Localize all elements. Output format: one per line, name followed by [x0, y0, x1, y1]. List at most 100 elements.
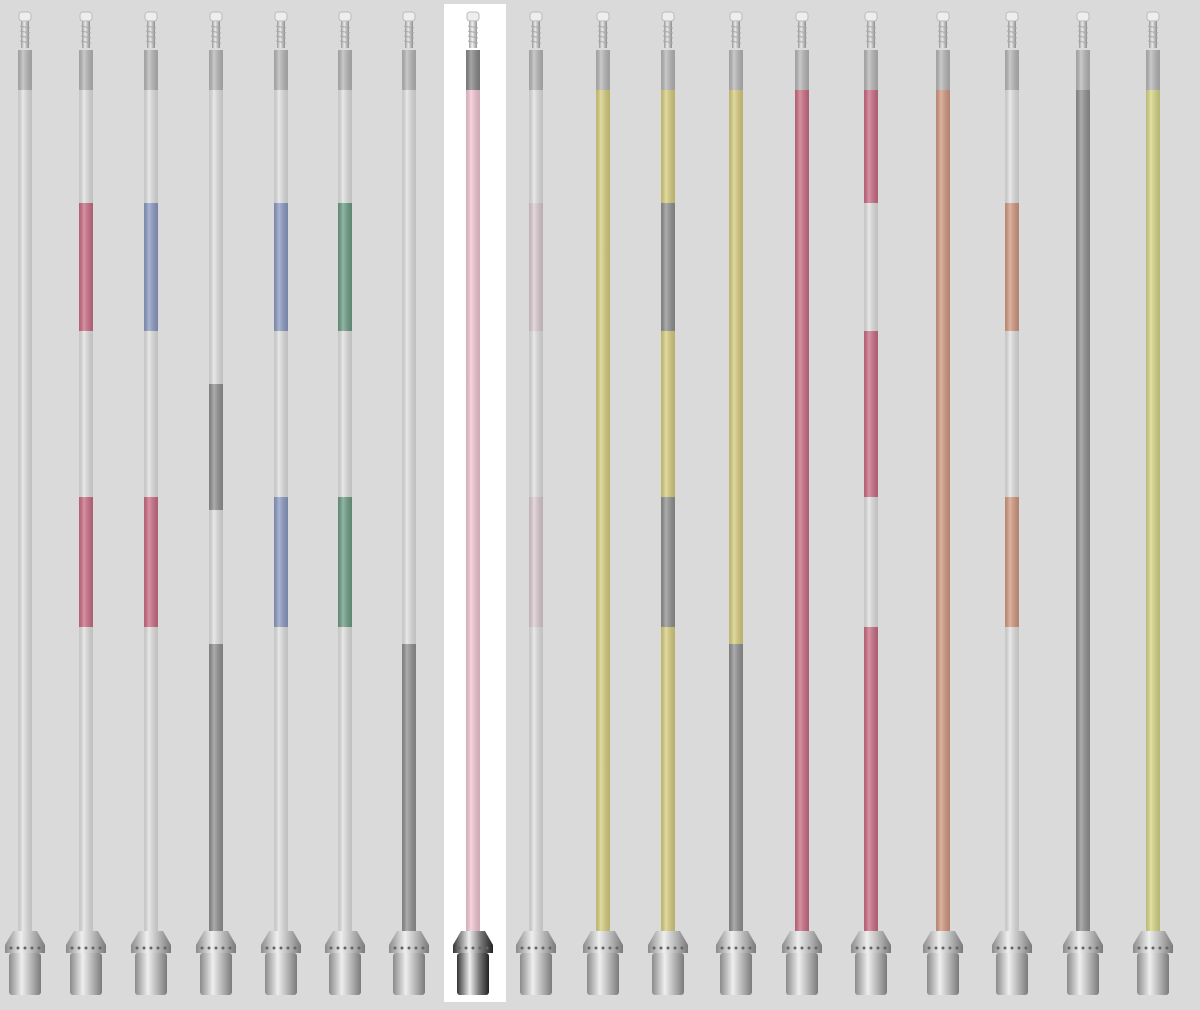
- thread: [796, 40, 808, 44]
- pole-option[interactable]: [1063, 11, 1103, 995]
- pole-tip: [405, 18, 413, 48]
- thread: [1006, 25, 1018, 29]
- rivet: [541, 946, 545, 950]
- pole-option[interactable]: [992, 11, 1032, 995]
- thread: [19, 30, 31, 34]
- rivet: [996, 946, 1000, 950]
- thread: [467, 35, 479, 39]
- pole-base: [329, 953, 361, 995]
- rivet: [135, 946, 139, 950]
- rivet: [200, 946, 204, 950]
- rivet: [98, 946, 102, 950]
- pole-option[interactable]: [516, 11, 556, 995]
- rivet: [800, 946, 804, 950]
- rivet: [70, 946, 74, 950]
- thread: [275, 30, 287, 34]
- rivet: [927, 946, 931, 950]
- pole-tip-cap: [209, 11, 223, 22]
- pole-tip: [82, 18, 90, 48]
- rivet: [329, 946, 333, 950]
- rivet: [1137, 946, 1141, 950]
- rivet: [1151, 946, 1155, 950]
- thread: [275, 25, 287, 29]
- pole-tip: [21, 18, 29, 48]
- pole-shading: [18, 50, 32, 935]
- rivet: [77, 946, 81, 950]
- rivet: [286, 946, 290, 950]
- pole-option[interactable]: [5, 11, 45, 995]
- pole-base-flange: [516, 931, 556, 953]
- pole-tip-cap: [402, 11, 416, 22]
- pole-shading: [1146, 50, 1160, 935]
- pole-tip: [939, 18, 947, 48]
- pole-base: [587, 953, 619, 995]
- pole-option[interactable]: [923, 11, 963, 995]
- pole-tip-cap: [1146, 11, 1160, 22]
- thread: [597, 25, 609, 29]
- thread: [730, 40, 742, 44]
- pole-option[interactable]: [648, 11, 688, 995]
- thread: [467, 40, 479, 44]
- thread: [403, 25, 415, 29]
- pole-option[interactable]: [131, 11, 171, 995]
- pole-base-flange: [923, 931, 963, 953]
- thread: [19, 40, 31, 44]
- thread: [796, 30, 808, 34]
- thread: [1077, 30, 1089, 34]
- pole-base-flange: [1063, 931, 1103, 953]
- thread: [1006, 30, 1018, 34]
- pole-option[interactable]: [1133, 11, 1173, 995]
- rivet: [357, 946, 361, 950]
- rivet: [272, 946, 276, 950]
- pole-option[interactable]: [851, 11, 891, 995]
- rivet: [727, 946, 731, 950]
- rivet: [91, 946, 95, 950]
- rivet: [876, 946, 880, 950]
- pole-shading: [274, 50, 288, 935]
- rivet: [407, 946, 411, 950]
- rivet: [587, 946, 591, 950]
- rivet: [793, 946, 797, 950]
- pole-shading: [209, 50, 223, 935]
- pole-option[interactable]: [325, 11, 365, 995]
- pole-option[interactable]: [261, 11, 301, 995]
- pole-base: [855, 953, 887, 995]
- rivet: [862, 946, 866, 950]
- thread: [403, 35, 415, 39]
- thread: [530, 25, 542, 29]
- pole-tip: [1008, 18, 1016, 48]
- rivet: [142, 946, 146, 950]
- rivet: [414, 946, 418, 950]
- thread: [530, 35, 542, 39]
- pole-base-flange: [583, 931, 623, 953]
- thread: [730, 30, 742, 34]
- pole-base: [786, 953, 818, 995]
- pole-option[interactable]: [716, 11, 756, 995]
- thread: [275, 40, 287, 44]
- thread: [937, 40, 949, 44]
- rivet: [748, 946, 752, 950]
- pole-option[interactable]: [389, 11, 429, 995]
- pole-base-flange: [131, 931, 171, 953]
- thread: [597, 35, 609, 39]
- rivet: [659, 946, 663, 950]
- rivet: [1010, 946, 1014, 950]
- pole-option[interactable]: [583, 11, 623, 995]
- pole-shading: [795, 50, 809, 935]
- pole-tip: [664, 18, 672, 48]
- thread: [662, 25, 674, 29]
- pole-option[interactable]: [66, 11, 106, 995]
- rivet: [520, 946, 524, 950]
- pole-option[interactable]: [782, 11, 822, 995]
- thread: [210, 30, 222, 34]
- pole-shading: [1005, 50, 1019, 935]
- pole-option[interactable]: [196, 11, 236, 995]
- thread: [80, 35, 92, 39]
- thread: [1077, 40, 1089, 44]
- pole-base-flange: [261, 931, 301, 953]
- thread: [339, 30, 351, 34]
- rivet: [464, 946, 468, 950]
- pole-option[interactable]: [444, 4, 506, 1002]
- thread: [145, 30, 157, 34]
- pole-base-flange: [453, 931, 493, 953]
